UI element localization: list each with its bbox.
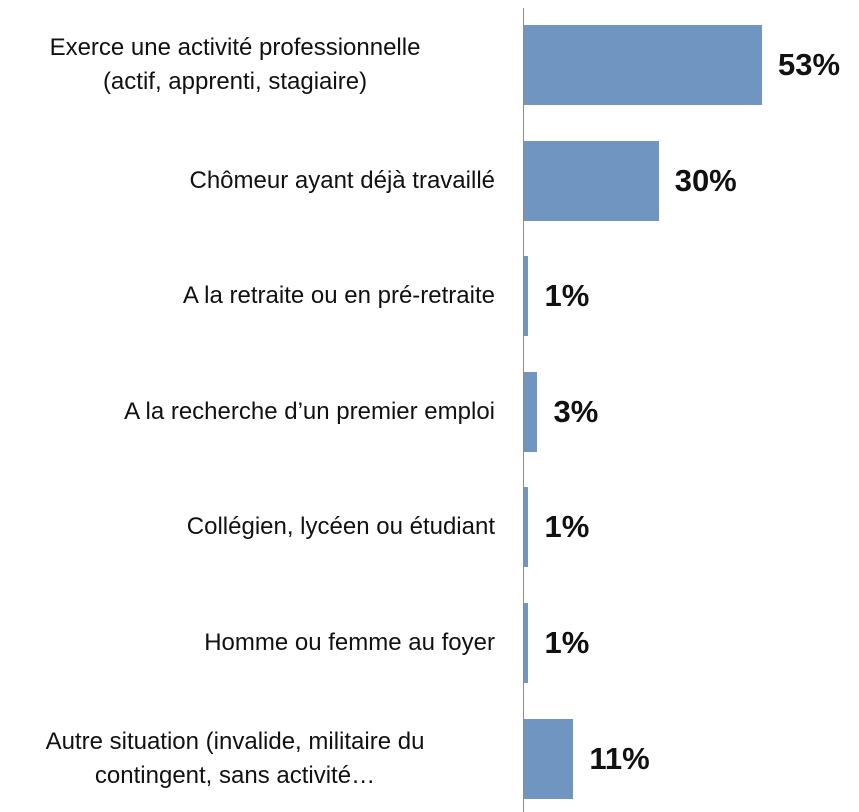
category-label: A la recherche d’un premier emploi (124, 397, 495, 425)
bar (524, 487, 529, 568)
axis-line (523, 8, 524, 812)
category-label: Autre situation (invalide, militaire du … (45, 727, 425, 789)
value-label: 1% (544, 625, 590, 660)
category-label: Exerce une activité professionnelle (act… (49, 34, 421, 95)
value-label: 1% (544, 278, 590, 314)
bar (524, 371, 538, 452)
value-label: 1% (544, 509, 590, 545)
value-label: 11% (589, 740, 650, 776)
value-label: 3% (553, 393, 599, 429)
category-label: A la retraite ou en pré-retraite (182, 282, 495, 310)
category-label: Chômeur ayant déjà travaillé (189, 166, 496, 194)
value-label: 30% (674, 162, 737, 198)
bar (524, 25, 762, 105)
category-label: Collégien, lycéen ou étudiant (186, 513, 495, 541)
bar (524, 603, 529, 683)
bar (524, 140, 659, 221)
category-label: Homme ou femme au foyer (204, 629, 495, 656)
bar (524, 718, 574, 799)
value-label: 53% (778, 47, 841, 82)
bar (524, 256, 529, 337)
